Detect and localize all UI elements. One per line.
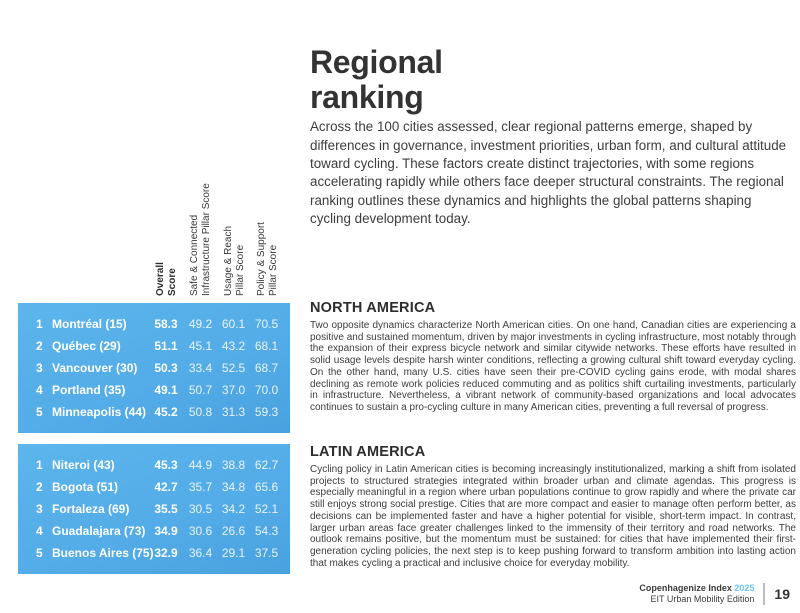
policy-score-cell: 59.3 xyxy=(254,405,279,419)
column-header-infrastructure-pillar: Safe & Connected Infrastructure Pillar S… xyxy=(189,183,212,296)
infrastructure-score-cell: 30.5 xyxy=(188,502,213,516)
overall-score-cell: 49.1 xyxy=(154,383,178,397)
intro-paragraph: Across the 100 cities assessed, clear re… xyxy=(310,119,787,226)
infrastructure-score-cell: 44.9 xyxy=(188,458,213,472)
policy-score-cell: 68.7 xyxy=(254,361,279,375)
table-row: 4 Guadalajara (73) 34.9 30.6 26.6 54.3 xyxy=(28,520,280,542)
overall-score-cell: 45.3 xyxy=(154,458,178,472)
usage-score-cell: 52.5 xyxy=(221,361,246,375)
infrastructure-score-cell: 33.4 xyxy=(188,361,213,375)
policy-score-cell: 62.7 xyxy=(254,458,279,472)
overall-score-cell: 58.3 xyxy=(154,317,178,331)
city-cell: Bogota (51) xyxy=(52,480,118,494)
rank-cell: 2 xyxy=(36,480,43,494)
usage-score-cell: 29.1 xyxy=(221,546,246,560)
page-title-line1: Regional xyxy=(310,44,443,81)
city-cell: Niteroi (43) xyxy=(52,458,115,472)
city-cell: Montréal (15) xyxy=(52,317,127,331)
footer-brand: Copenhagenize Index xyxy=(639,583,732,593)
page-title: Regional ranking xyxy=(310,45,443,115)
north-america-section: NORTH AMERICA Two opposite dynamics char… xyxy=(310,300,796,414)
table-row: 4 Portland (35) 49.1 50.7 37.0 70.0 xyxy=(28,379,280,401)
north-america-ranking-table: 1 Montréal (15) 58.3 49.2 60.1 70.5 2 Qu… xyxy=(18,303,290,433)
footer-divider xyxy=(763,583,766,605)
table-row: 3 Vancouver (30) 50.3 33.4 52.5 68.7 xyxy=(28,357,280,379)
infrastructure-score-cell: 30.6 xyxy=(188,524,213,538)
north-america-paragraph: Two opposite dynamics characterize North… xyxy=(310,320,796,413)
table-row: 5 Buenos Aires (75) 32.9 36.4 29.1 37.5 xyxy=(28,542,280,564)
page-number: 19 xyxy=(774,586,790,602)
table-row: 1 Niteroi (43) 45.3 44.9 38.8 62.7 xyxy=(28,454,280,476)
rank-cell: 3 xyxy=(36,502,43,516)
city-cell: Buenos Aires (75) xyxy=(52,546,154,560)
infrastructure-score-cell: 49.2 xyxy=(188,317,213,331)
infrastructure-score-cell: 35.7 xyxy=(188,480,213,494)
policy-score-cell: 65.6 xyxy=(254,480,279,494)
table-row: 1 Montréal (15) 58.3 49.2 60.1 70.5 xyxy=(28,313,280,335)
footer-brand-line: Copenhagenize Index 2025 xyxy=(639,583,754,594)
policy-score-cell: 70.5 xyxy=(254,317,279,331)
column-header-policy-support-pillar: Policy & Support Pillar Score xyxy=(256,222,279,296)
overall-score-cell: 32.9 xyxy=(154,546,178,560)
rank-cell: 1 xyxy=(36,317,43,331)
rank-cell: 4 xyxy=(36,524,43,538)
table-row: 2 Québec (29) 51.1 45.1 43.2 68.1 xyxy=(28,335,280,357)
overall-score-cell: 35.5 xyxy=(154,502,178,516)
latin-america-section: LATIN AMERICA Cycling policy in Latin Am… xyxy=(310,444,796,569)
rank-cell: 1 xyxy=(36,458,43,472)
infrastructure-score-cell: 50.8 xyxy=(188,405,213,419)
column-header-overall-score: Overall Score xyxy=(155,262,178,296)
rank-cell: 5 xyxy=(36,546,43,560)
infrastructure-score-cell: 45.1 xyxy=(188,339,213,353)
usage-score-cell: 37.0 xyxy=(221,383,246,397)
rank-cell: 2 xyxy=(36,339,43,353)
city-cell: Québec (29) xyxy=(52,339,121,353)
column-header-usage-reach-pillar: Usage & Reach Pillar Score xyxy=(223,225,246,296)
overall-score-cell: 45.2 xyxy=(154,405,178,419)
usage-score-cell: 43.2 xyxy=(221,339,246,353)
usage-score-cell: 38.8 xyxy=(221,458,246,472)
rank-cell: 5 xyxy=(36,405,43,419)
usage-score-cell: 26.6 xyxy=(221,524,246,538)
policy-score-cell: 70.0 xyxy=(254,383,279,397)
table-row: 2 Bogota (51) 42.7 35.7 34.8 65.6 xyxy=(28,476,280,498)
policy-score-cell: 37.5 xyxy=(254,546,279,560)
latin-america-ranking-table: 1 Niteroi (43) 45.3 44.9 38.8 62.7 2 Bog… xyxy=(18,444,290,574)
policy-score-cell: 54.3 xyxy=(254,524,279,538)
city-cell: Guadalajara (73) xyxy=(52,524,146,538)
overall-score-cell: 42.7 xyxy=(154,480,178,494)
policy-score-cell: 68.1 xyxy=(254,339,279,353)
rank-cell: 3 xyxy=(36,361,43,375)
overall-score-cell: 50.3 xyxy=(154,361,178,375)
table-row: 3 Fortaleza (69) 35.5 30.5 34.2 52.1 xyxy=(28,498,280,520)
infrastructure-score-cell: 50.7 xyxy=(188,383,213,397)
city-cell: Minneapolis (44) xyxy=(52,405,147,419)
footer-edition: EIT Urban Mobility Edition xyxy=(650,594,755,604)
footer-year: 2025 xyxy=(734,583,755,593)
city-cell: Vancouver (30) xyxy=(52,361,138,375)
page-title-line2: ranking xyxy=(310,79,424,116)
latin-america-heading: LATIN AMERICA xyxy=(310,444,426,460)
rank-cell: 4 xyxy=(36,383,43,397)
page-footer: Copenhagenize Index 2025 EIT Urban Mobil… xyxy=(639,583,790,605)
infrastructure-score-cell: 36.4 xyxy=(188,546,213,560)
usage-score-cell: 34.2 xyxy=(221,502,246,516)
usage-score-cell: 60.1 xyxy=(221,317,246,331)
footer-publication-info: Copenhagenize Index 2025 EIT Urban Mobil… xyxy=(639,583,754,605)
policy-score-cell: 52.1 xyxy=(254,502,279,516)
usage-score-cell: 34.8 xyxy=(221,480,246,494)
city-cell: Portland (35) xyxy=(52,383,126,397)
table-row: 5 Minneapolis (44) 45.2 50.8 31.3 59.3 xyxy=(28,401,280,423)
city-cell: Fortaleza (69) xyxy=(52,502,130,516)
usage-score-cell: 31.3 xyxy=(221,405,246,419)
overall-score-cell: 34.9 xyxy=(154,524,178,538)
north-america-heading: NORTH AMERICA xyxy=(310,300,436,316)
latin-america-paragraph: Cycling policy in Latin American cities … xyxy=(310,464,796,569)
overall-score-cell: 51.1 xyxy=(154,339,178,353)
